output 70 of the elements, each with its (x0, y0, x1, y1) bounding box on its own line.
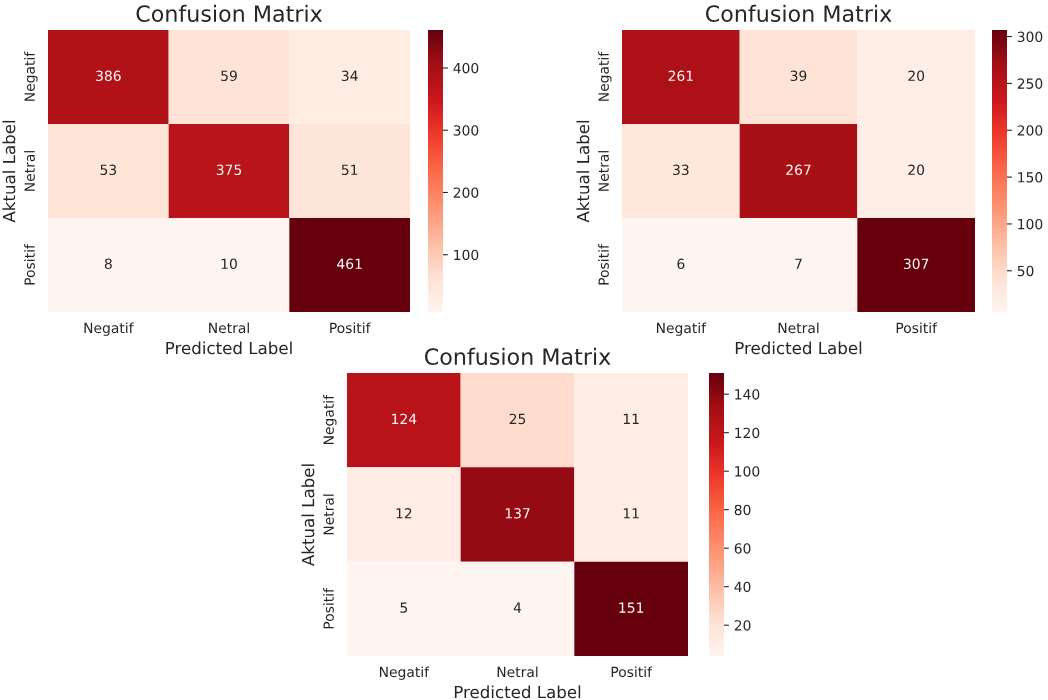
data-label: 10 (221, 258, 237, 270)
data-label: 12 (396, 508, 412, 519)
data-label: 11 (623, 508, 639, 519)
color-bar-label: 150 (1018, 172, 1043, 183)
color-bar-label: 300 (1017, 31, 1043, 43)
data-label: 375 (216, 164, 242, 176)
x-axis-title: Predicted Label (735, 341, 862, 355)
x-tick-label: Positif (896, 322, 938, 334)
x-tick-label: Negatif (84, 322, 134, 336)
chart-title: Confusion Matrix (136, 4, 323, 22)
y-tick-label: Netral (598, 151, 609, 191)
data-label: 6 (677, 258, 685, 270)
data-label: 151 (619, 602, 644, 613)
x-axis-title: Predicted Label (454, 685, 581, 699)
color-bar-label: 80 (734, 504, 751, 516)
color-bar-label: 20 (734, 620, 751, 631)
y-tick-label: Negatif (24, 51, 38, 101)
x-tick-label: Netral (209, 322, 249, 334)
y-tick-label: Negatif (598, 51, 612, 101)
color-bar-label: 60 (734, 543, 751, 554)
data-label: 8 (104, 258, 112, 270)
color-bar-label: 40 (734, 581, 751, 593)
data-label: 267 (786, 164, 811, 176)
color-bar-label: 400 (453, 62, 479, 74)
color-bar-label: 50 (1017, 265, 1034, 277)
y-axis-title: Aktual Label (301, 464, 315, 566)
data-label: 34 (341, 70, 358, 82)
y-tick-label: Negatif (323, 394, 337, 445)
data-label: 461 (337, 258, 362, 270)
data-label: 20 (908, 164, 925, 176)
x-tick-label: Negatif (379, 666, 430, 680)
chart-title: Confusion Matrix (424, 347, 611, 365)
x-tick-label: Netral (497, 666, 538, 678)
chart-title: Confusion Matrix (705, 4, 892, 22)
data-label: 261 (668, 70, 693, 82)
x-tick-label: Negatif (656, 322, 707, 336)
data-label: 386 (96, 70, 121, 82)
data-label: 137 (505, 508, 530, 519)
color-bar-label: 200 (453, 187, 479, 198)
data-label: 53 (100, 164, 117, 176)
color-bar-label: 200 (1017, 125, 1043, 136)
data-label: 124 (392, 413, 417, 424)
y-tick-label: Positif (24, 243, 35, 285)
x-tick-label: Netral (778, 322, 819, 334)
color-bar-label: 100 (735, 466, 760, 477)
data-label: 4 (513, 602, 522, 613)
color-bar-label: 300 (453, 125, 479, 136)
color-bar-label: 250 (1017, 78, 1043, 89)
color-bar-label: 120 (735, 427, 760, 439)
data-label: 39 (790, 70, 807, 82)
y-tick-label: Netral (24, 151, 35, 191)
data-label: 51 (341, 164, 358, 176)
x-axis-title: Predicted Label (166, 341, 292, 355)
y-axis-title: Aktual Label (2, 120, 16, 223)
data-label: 33 (673, 164, 689, 176)
color-bar-label: 100 (454, 249, 479, 261)
x-tick-label: Positif (611, 666, 653, 678)
y-tick-label: Positif (323, 587, 334, 629)
data-label: 20 (908, 70, 925, 82)
data-label: 307 (903, 258, 929, 270)
data-label: 5 (400, 602, 408, 613)
y-tick-label: Positif (598, 243, 609, 285)
data-label: 25 (509, 413, 526, 425)
y-axis-title: Aktual Label (576, 120, 590, 223)
data-label: 59 (221, 70, 237, 82)
y-tick-label: Netral (323, 494, 334, 535)
data-label: 11 (623, 413, 639, 424)
data-label: 7 (795, 258, 802, 269)
color-bar-label: 140 (735, 389, 760, 400)
color-bar-label: 100 (1018, 218, 1043, 230)
